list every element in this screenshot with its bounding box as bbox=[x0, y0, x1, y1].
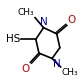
Text: O: O bbox=[21, 64, 30, 74]
Text: HS: HS bbox=[6, 34, 20, 44]
Text: CH₃: CH₃ bbox=[61, 68, 78, 77]
Text: N: N bbox=[53, 59, 61, 69]
Text: CH₃: CH₃ bbox=[18, 8, 34, 17]
Text: O: O bbox=[68, 15, 76, 25]
Text: N: N bbox=[40, 17, 47, 27]
